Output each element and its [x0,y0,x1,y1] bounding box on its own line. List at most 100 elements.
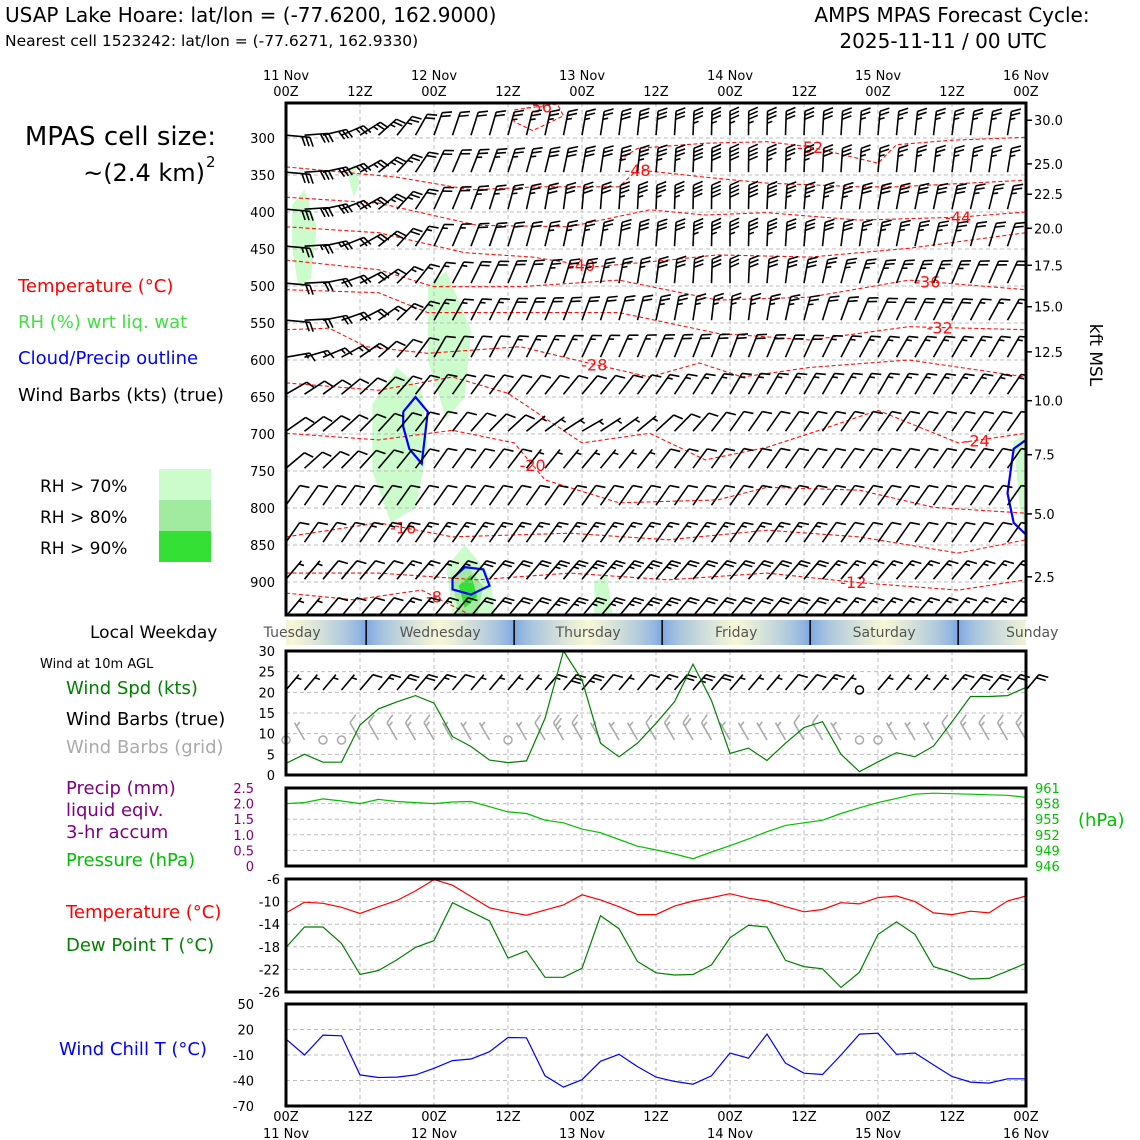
wind-barb [784,410,810,432]
barb-half-feather [530,155,537,158]
wind-barb [858,335,881,358]
kft-tick-label: 10.0 [1034,395,1063,410]
barb-half-feather [909,563,915,567]
barb-staff [451,261,465,284]
wind-barb [914,410,939,432]
barb-feather [993,187,1004,191]
barb-half-feather [373,163,379,169]
barb-staff [729,597,747,615]
barb-feather [558,521,569,526]
top-hour-label: 00Z [717,85,743,100]
wind-barb [821,334,843,358]
barb-staff [969,448,985,469]
barb-feather [1002,447,1013,452]
kft-tick-label: 2.5 [1034,571,1055,586]
wind-barb [507,597,534,615]
barb-feather [893,597,904,602]
rh-area-rh70 [1013,434,1026,531]
barb-feather [327,170,334,180]
wind-barb [692,217,704,247]
barb-feather [341,204,350,214]
barb-feather [785,151,796,157]
barb-staff [932,260,944,284]
barb-feather [711,180,722,186]
cloud-outline [451,566,491,596]
isotherm-line [286,589,472,615]
barb-feather [525,414,536,420]
barb-half-feather [594,452,601,456]
barb-feather [984,447,995,452]
bottom-hour-label: 12Z [791,1110,817,1125]
barb-feather [592,676,602,682]
true-wind-barb [729,674,746,691]
barb-staff [674,597,691,615]
wind-barb [747,372,771,395]
barb-staff [821,560,839,580]
barb-feather [898,111,909,117]
barb-half-feather [482,525,488,528]
barb-half-feather [427,266,434,270]
barb-half-feather [337,242,343,248]
wind-barb [581,145,596,173]
barb-feather [426,154,437,159]
barb-feather [429,337,440,341]
barb-staff [636,522,652,543]
barb-staff [922,722,935,741]
wind-barb [286,452,314,469]
barb-half-feather [759,525,766,528]
wind-speed-tick: 20 [258,686,275,701]
barb-half-feather [899,228,906,232]
wind-barb [673,448,699,469]
wind-barb [451,411,478,432]
dewpoint-legend: Dew Point T (°C) [66,935,214,956]
wind-barb [599,449,619,469]
barb-staff [858,485,874,506]
barb-feather [708,412,719,417]
barb-staff [710,560,728,580]
barb-feather [711,258,722,264]
isotherm-label: -24 [964,431,990,450]
top-date-label: 16 Nov [1003,69,1049,84]
barb-feather [721,676,732,682]
barb-half-feather [850,376,857,379]
barb-staff [359,377,379,395]
barb-feather [711,188,722,194]
wind-barb [821,410,847,432]
wind-barb [451,484,477,506]
barb-staff [1007,597,1024,615]
barb-feather [341,415,351,421]
wind-barb [322,379,352,395]
barb-half-feather [375,345,382,350]
wind-barb [951,484,976,506]
wind-barb [858,410,884,432]
barb-feather [557,600,568,605]
barb-feather [804,114,815,120]
wind-barb [729,597,756,615]
wind-barb [729,254,740,284]
barb-staff [636,111,641,136]
barb-feather [355,521,366,526]
barb-staff [414,485,430,506]
wind-barb [932,521,958,543]
barb-feather [889,335,900,339]
barb-feather [836,410,847,415]
barb-feather [729,180,740,186]
barb-half-feather [584,228,591,232]
wind-barb [673,373,698,395]
wind-barb [710,521,736,543]
barb-feather [836,521,847,526]
true-wind-barb [840,674,857,691]
bottom-hour-label: 00Z [421,1110,447,1125]
barb-feather [412,190,423,196]
barb-feather [393,121,403,127]
barb-feather [478,110,489,114]
barb-feather [689,560,700,565]
barb-feather [657,111,668,117]
barb-feather [615,374,626,379]
barb-staff [951,111,956,136]
barb-feather [531,113,542,117]
barb-feather [693,225,704,231]
wind-barb [544,109,561,136]
barb-feather [675,226,686,231]
barb-feather [639,107,650,113]
